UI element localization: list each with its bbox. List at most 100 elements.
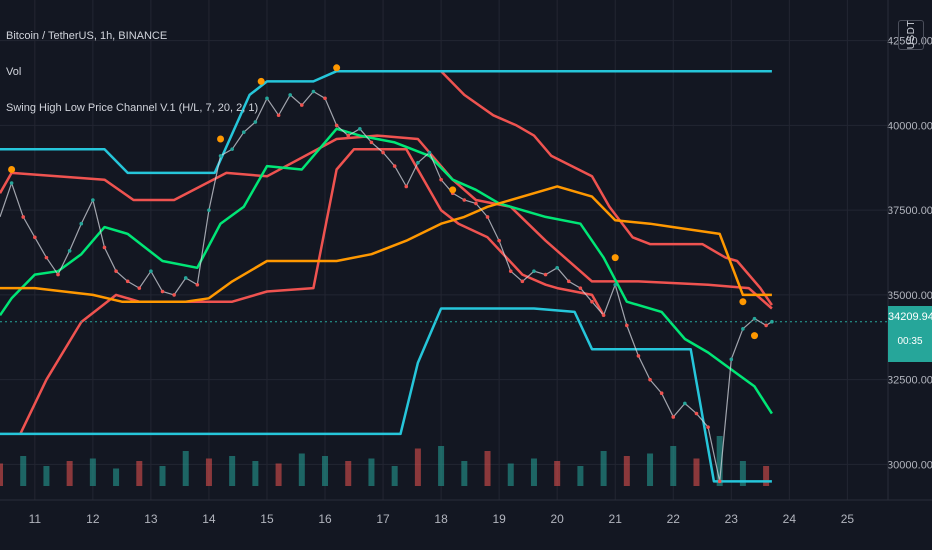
currency-label: USDT: [905, 20, 917, 50]
x-tick-label: 20: [550, 512, 564, 526]
price-point: [218, 154, 223, 158]
volume-bar: [136, 461, 143, 486]
price-point: [137, 286, 142, 290]
x-tick-label: 11: [29, 512, 42, 526]
price-point: [625, 323, 629, 328]
volume-bar: [113, 468, 120, 486]
price-point: [404, 184, 409, 189]
price-point: [729, 357, 734, 362]
x-tick-label: 17: [376, 512, 390, 526]
x-tick-label: 12: [86, 512, 100, 526]
x-tick-label: 24: [783, 512, 797, 526]
volume-bar: [763, 466, 770, 486]
currency-button[interactable]: USDT: [898, 20, 924, 50]
price-point: [114, 269, 118, 273]
price-point: [241, 130, 246, 135]
x-tick-label: 14: [202, 512, 216, 526]
price-point: [474, 201, 478, 206]
volume-bar: [530, 458, 537, 486]
countdown-label: 00:35: [888, 328, 932, 362]
price-point: [741, 327, 745, 331]
price-point: [346, 133, 351, 138]
price-point: [416, 160, 420, 165]
volume-bar: [298, 453, 305, 486]
volume-bar: [89, 458, 96, 486]
price-point: [508, 269, 513, 273]
channel-line: [0, 127, 773, 415]
price-point: [125, 279, 130, 284]
price-point: [102, 245, 107, 250]
price-point: [706, 425, 710, 429]
price-point: [613, 282, 618, 287]
price-point: [392, 164, 397, 168]
y-tick-label: 40000.00: [887, 120, 932, 132]
price-point: [67, 249, 72, 253]
price-point: [230, 147, 234, 151]
price-point: [566, 279, 571, 284]
price-point: [601, 313, 606, 318]
price-point: [683, 401, 687, 406]
volume-bar: [693, 458, 700, 486]
volume-bar: [275, 463, 282, 486]
volume-bar: [438, 446, 445, 486]
x-tick-label: 21: [609, 512, 623, 526]
channel-line: [0, 69, 772, 175]
price-point: [276, 113, 281, 118]
y-tick-label: 35000.00: [887, 290, 932, 302]
channel-line: [0, 134, 773, 310]
price-point: [369, 140, 374, 145]
price-point: [578, 286, 583, 290]
swing-marker: [257, 77, 265, 85]
price-point: [462, 198, 467, 202]
swing-marker: [217, 135, 225, 143]
x-tick-label: 15: [260, 512, 274, 526]
price-point: [183, 276, 188, 280]
price-point: [590, 299, 594, 304]
swing-marker: [8, 165, 16, 173]
price-point: [439, 177, 443, 182]
price-point: [79, 221, 84, 226]
price-point: [427, 150, 432, 155]
volume-bar: [716, 436, 723, 486]
volume-bar: [507, 463, 514, 486]
x-tick-label: 25: [841, 512, 855, 526]
volume-indicator-label[interactable]: Vol: [6, 66, 22, 78]
price-point: [381, 150, 385, 155]
price-point: [555, 265, 559, 270]
price-point: [56, 272, 60, 277]
price-point: [323, 96, 327, 101]
price-point: [253, 120, 258, 124]
price-point: [497, 238, 501, 243]
price-point: [265, 96, 269, 101]
volume-bar: [623, 456, 630, 486]
volume-bar: [647, 453, 654, 486]
price-point: [532, 269, 536, 273]
volume-bar: [66, 461, 73, 486]
channel-indicator-label[interactable]: Swing High Low Price Channel V.1 (H/L, 7…: [6, 102, 259, 114]
price-point: [195, 282, 200, 287]
price-point: [648, 377, 652, 382]
price-point: [311, 89, 316, 94]
swing-marker: [739, 298, 747, 306]
y-tick-label: 30000.00: [887, 459, 932, 471]
volume-bar: [43, 466, 50, 486]
price-point: [358, 127, 362, 131]
x-tick-label: 19: [492, 512, 506, 526]
volume-bar: [205, 458, 212, 486]
volume-bar: [600, 451, 607, 486]
channel-line: [0, 185, 772, 303]
swing-marker: [611, 254, 619, 262]
price-point: [33, 235, 37, 240]
channel-line: [19, 147, 605, 435]
price-point: [207, 208, 211, 212]
swing-marker: [449, 186, 457, 194]
x-tick-label: 16: [318, 512, 332, 526]
price-point: [659, 391, 664, 396]
volume-bar: [391, 466, 398, 486]
price-point: [160, 289, 165, 294]
x-tick-label: 23: [725, 512, 739, 526]
symbol-title: Bitcoin / TetherUS, 1h, BINANCE: [6, 30, 168, 42]
price-line: [0, 90, 773, 482]
volume-bar: [182, 451, 189, 486]
